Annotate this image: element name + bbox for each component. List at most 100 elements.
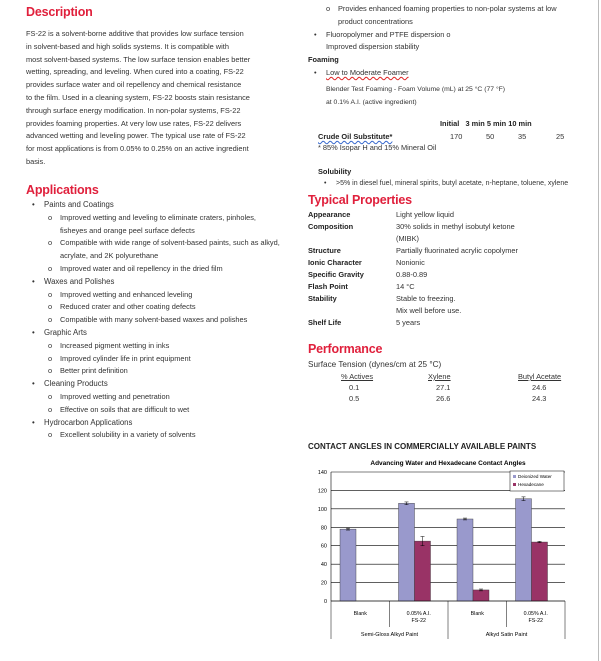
property-key: Stability — [308, 294, 337, 303]
property-value: Partially fluorinated acrylic copolymer — [396, 246, 518, 255]
applications-heading: Applications — [26, 183, 99, 197]
group-label: Semi-Gloss Alkyd Paint — [361, 632, 419, 638]
list-item: Low to Moderate Foamer — [326, 67, 409, 77]
bar-hexadecane — [472, 589, 490, 602]
property-value: 0.88-0.89 — [396, 270, 428, 279]
chart-heading: CONTACT ANGLES IN COMMERCIALLY AVAILABLE… — [308, 442, 537, 451]
category-label: FS-22 — [412, 618, 426, 624]
application-label: Waxes and Polishes — [44, 276, 115, 286]
category-label: FS-22 — [529, 618, 543, 624]
list-item: Improved dispersion stability — [326, 42, 420, 52]
performance-heading: Performance — [308, 342, 383, 356]
property-key: Ionic Character — [308, 258, 362, 267]
y-tick-label: 80 — [321, 525, 327, 531]
application-subitem: o Improved cylinder life in print equipme… — [48, 353, 191, 363]
solubility-item: • >5% in diesel fuel, mineral spirits, bu… — [324, 180, 569, 187]
application-label: Hydrocarbon Applications — [44, 417, 133, 427]
list-item: Fluoropolymer and PTFE dispersion o — [326, 29, 451, 39]
description-heading: Description — [26, 5, 93, 19]
applications-list: • Paints and Coatings o Improved wetting an… — [26, 199, 286, 442]
application-subitem: o Compatible with many solvent-based waxe… — [48, 315, 248, 325]
bar-deionized-water — [515, 498, 532, 602]
property-value: Mix well before use. — [396, 306, 462, 315]
description-line: provides foaming properties. At very low… — [26, 118, 242, 128]
surface-tension-table: % Actives Xylene Butyl Acetate 0.1 27.1 24.6 0… — [308, 371, 598, 404]
error-bar — [521, 496, 526, 501]
description-line: for most applications is from 0.05% to 0… — [26, 144, 249, 154]
legend-label: Hexadecane — [518, 482, 544, 487]
contact-angle-chart: Advancing Water and Hexadecane Contact A… — [318, 460, 566, 639]
application-item: • Paints and Coatings — [32, 200, 114, 209]
bar-deionized-water — [339, 528, 357, 602]
y-tick-label: 0 — [324, 599, 327, 605]
performance-subtitle: Surface Tension (dynes/cm at 25 °C) — [308, 360, 442, 369]
table-row: 0.5 26.6 24.3 — [349, 394, 547, 403]
error-bar — [420, 536, 425, 546]
property-key: Structure — [308, 246, 341, 255]
error-bar — [537, 541, 542, 543]
description-line: through surface energy modification. In … — [26, 105, 241, 115]
application-subitem: o Compatible with wide range of solvent-b… — [48, 238, 280, 261]
error-bar — [404, 501, 409, 505]
application-label: Paints and Coatings — [44, 200, 114, 209]
application-subitem: o Improved wetting and penetration — [48, 391, 170, 401]
application-subitem: o Improved water and oil repellency in th… — [48, 263, 223, 273]
property-value: 14 °C — [396, 282, 415, 291]
typical-properties-heading: Typical Properties — [308, 193, 412, 207]
bar-deionized-water — [398, 503, 415, 602]
foaming-heading: Foaming — [308, 55, 339, 65]
property-value: (MIBK) — [396, 234, 419, 243]
application-subitem: o Improved wetting and leveling to elimin… — [48, 212, 256, 235]
description-line: in solvent-based and high solids systems… — [26, 41, 229, 51]
legend-label: Deionized Water — [518, 474, 552, 479]
legend-swatch — [513, 483, 516, 486]
legend — [509, 470, 565, 492]
error-bar — [479, 588, 483, 592]
list-item: product concentrations — [338, 16, 413, 26]
application-item: • Waxes and Polishes — [32, 276, 115, 286]
category-label: Blank — [471, 611, 485, 617]
description-text: FS-22 is a solvent-borne additive that p… — [26, 28, 250, 169]
application-subitem: o Reduced crater and other coating defect… — [48, 302, 196, 312]
property-row: Shelf Life 5 years — [308, 317, 588, 329]
property-key: Shelf Life — [308, 318, 342, 327]
property-value: Stable to freezing. — [396, 294, 456, 303]
properties-table: Appearance Light yellow liquid Composition… — [308, 209, 588, 329]
y-tick-label: 120 — [318, 488, 327, 494]
description-line: basis. — [26, 156, 46, 166]
property-value: Nonionic — [396, 258, 425, 267]
solubility-heading: Solubility — [318, 167, 352, 176]
category-label: 0.05% A.I. — [524, 611, 548, 617]
property-row: Ionic Character Nonionic — [308, 257, 588, 269]
foam-test-line: Blender Test Foaming - Foam Volume (mL) … — [326, 85, 506, 93]
property-row: Structure Partially fluorinated acrylic c… — [308, 245, 588, 257]
page-edge — [598, 0, 599, 661]
y-tick-label: 140 — [318, 470, 327, 476]
application-subitem: o Excellent solubility in a variety of so… — [48, 430, 196, 440]
application-subitem: o Increased pigment wetting in inks — [48, 340, 170, 350]
bar-hexadecane — [414, 540, 431, 602]
application-subitem: o Better print definition — [48, 366, 128, 376]
foam-headers: Initial 3 min 5 min 10 min — [440, 119, 532, 128]
property-value: 30% solids in methyl isobutyl ketone — [396, 222, 515, 231]
application-item: • Hydrocarbon Applications — [32, 417, 133, 427]
description-line: FS-22 is a solvent-borne additive that p… — [26, 29, 244, 38]
description-line: advanced wetting and leveling power. The… — [26, 131, 246, 141]
property-key: Specific Gravity — [308, 270, 364, 279]
description-line: to the film. Used in a cleaning system, … — [26, 92, 250, 102]
property-key: Composition — [308, 222, 354, 231]
property-row: Composition 30% solids in methyl isobutyl… — [308, 221, 588, 245]
application-label: Graphic Arts — [44, 327, 87, 337]
foam-test-line: at 0.1% A.I. (active ingredient) — [326, 98, 417, 106]
property-key: Flash Point — [308, 282, 348, 291]
y-tick-label: 60 — [321, 544, 327, 550]
property-value: Light yellow liquid — [396, 210, 454, 219]
y-tick-label: 100 — [318, 507, 327, 513]
property-row: Stability Stable to freezing. Mix well bef… — [308, 293, 588, 317]
table-row: 0.1 27.1 24.6 — [349, 383, 547, 392]
property-row: Appearance Light yellow liquid — [308, 209, 588, 221]
error-bar — [463, 517, 467, 521]
property-value: 5 years — [396, 318, 421, 327]
description-line: wetting, spreading, and leveling. When c… — [26, 67, 244, 77]
bar-hexadecane — [531, 541, 548, 602]
